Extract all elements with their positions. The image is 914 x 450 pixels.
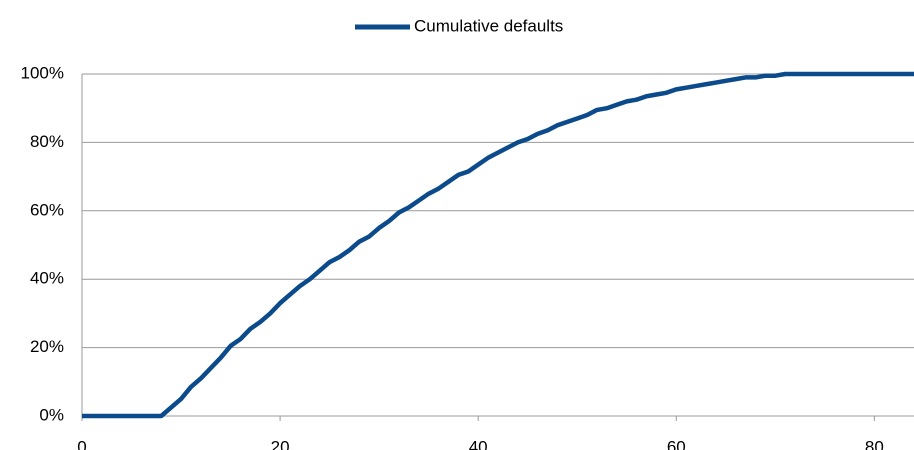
y-tick-label: 0% bbox=[39, 405, 64, 424]
legend-label: Cumulative defaults bbox=[414, 16, 563, 35]
data-line bbox=[82, 71, 914, 419]
x-tick-label: 20 bbox=[271, 437, 290, 450]
y-tick-label: 80% bbox=[30, 132, 64, 151]
x-tick-label: 80 bbox=[865, 437, 884, 450]
x-tick-label: 60 bbox=[667, 437, 686, 450]
y-tick-label: 20% bbox=[30, 337, 64, 356]
y-tick-label: 100% bbox=[21, 63, 64, 82]
x-tick-label: 0 bbox=[77, 437, 86, 450]
x-tick-label: 40 bbox=[469, 437, 488, 450]
y-tick-label: 60% bbox=[30, 200, 64, 219]
y-tick-label: 40% bbox=[30, 269, 64, 288]
